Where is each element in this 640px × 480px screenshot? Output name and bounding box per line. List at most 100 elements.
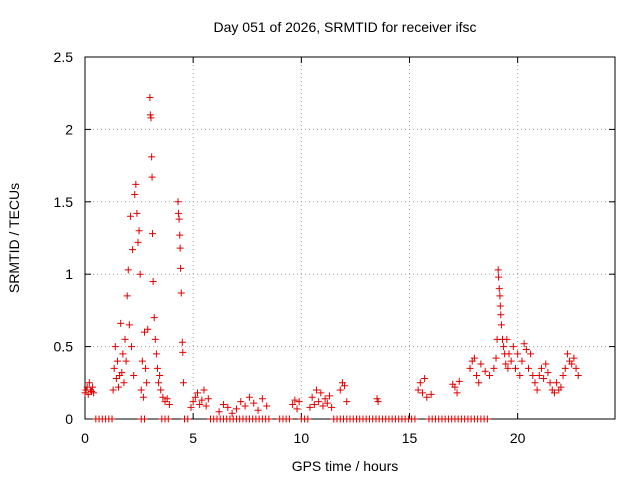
- data-point: [134, 238, 142, 246]
- data-point: [241, 402, 249, 410]
- data-point: [336, 386, 344, 394]
- data-point: [126, 212, 134, 220]
- data-point: [219, 401, 227, 409]
- data-point: [321, 395, 329, 403]
- data-point: [481, 367, 489, 375]
- data-point: [496, 302, 504, 310]
- chart-title: Day 051 of 2026, SRMTID for receiver ifs…: [214, 19, 477, 35]
- data-point: [151, 335, 159, 343]
- data-point: [544, 369, 552, 377]
- data-point: [155, 379, 163, 387]
- data-point: [89, 383, 97, 391]
- data-point: [108, 415, 116, 423]
- data-point: [568, 360, 576, 368]
- x-tick-label: 0: [81, 430, 89, 446]
- data-point: [495, 285, 503, 293]
- data-point: [310, 401, 318, 409]
- data-point: [139, 393, 147, 401]
- data-point: [146, 94, 154, 102]
- data-point: [520, 340, 528, 348]
- data-points: [81, 94, 582, 423]
- data-point: [179, 379, 187, 387]
- data-point: [159, 393, 167, 401]
- data-point: [504, 364, 512, 372]
- data-point: [124, 266, 132, 274]
- data-point: [561, 364, 569, 372]
- data-point: [546, 379, 554, 387]
- data-point: [470, 354, 478, 362]
- data-point: [125, 321, 133, 329]
- data-point: [130, 372, 138, 380]
- data-point: [132, 180, 140, 188]
- x-tick-label: 5: [189, 430, 197, 446]
- data-point: [540, 374, 548, 382]
- data-point: [373, 395, 381, 403]
- data-point: [533, 386, 541, 394]
- data-point: [509, 343, 517, 351]
- data-point: [157, 386, 165, 394]
- data-point: [535, 372, 543, 380]
- y-tick-label: 0.5: [54, 339, 74, 355]
- data-point: [312, 386, 320, 394]
- data-point: [148, 173, 156, 181]
- data-point: [325, 392, 333, 400]
- data-point: [111, 343, 119, 351]
- data-point: [224, 403, 232, 411]
- data-point: [165, 401, 173, 409]
- data-point: [295, 398, 303, 406]
- data-point: [254, 406, 262, 414]
- data-point: [175, 215, 183, 223]
- data-point: [156, 372, 164, 380]
- data-point: [559, 372, 567, 380]
- data-point: [119, 350, 127, 358]
- data-point: [529, 372, 537, 380]
- data-point: [136, 270, 144, 278]
- data-point: [497, 311, 505, 319]
- data-point: [198, 396, 206, 404]
- data-point: [138, 357, 146, 365]
- y-tick-label: 1: [65, 266, 73, 282]
- data-point: [133, 209, 141, 217]
- data-point: [84, 390, 92, 398]
- data-point: [516, 372, 524, 380]
- data-point: [150, 314, 158, 322]
- data-point: [511, 364, 519, 372]
- data-point: [553, 379, 561, 387]
- data-point: [502, 360, 510, 368]
- data-point: [550, 389, 558, 397]
- data-point: [570, 354, 578, 362]
- data-point: [215, 408, 223, 416]
- data-point: [475, 379, 483, 387]
- data-point: [81, 389, 89, 397]
- data-point: [148, 230, 156, 238]
- data-point: [120, 379, 128, 387]
- data-point: [572, 364, 580, 372]
- data-point: [179, 348, 187, 356]
- data-point: [228, 409, 236, 417]
- data-point: [110, 364, 118, 372]
- data-point: [200, 386, 208, 394]
- data-point: [483, 415, 491, 423]
- data-point: [496, 292, 504, 300]
- data-point: [176, 244, 184, 252]
- data-point: [416, 379, 424, 387]
- data-point: [317, 389, 325, 397]
- data-point: [265, 415, 273, 423]
- data-point: [518, 357, 526, 365]
- data-point: [574, 372, 582, 380]
- data-point: [455, 377, 463, 385]
- data-point: [414, 386, 422, 394]
- data-point: [202, 402, 210, 410]
- data-point: [191, 393, 199, 401]
- data-point: [477, 360, 485, 368]
- data-point: [328, 403, 336, 411]
- data-point: [245, 393, 253, 401]
- data-point: [128, 343, 136, 351]
- data-point: [411, 415, 419, 423]
- data-point: [112, 374, 120, 382]
- data-point: [147, 114, 155, 122]
- data-point: [250, 399, 258, 407]
- data-point: [304, 415, 312, 423]
- data-point: [291, 396, 299, 404]
- data-point: [204, 395, 212, 403]
